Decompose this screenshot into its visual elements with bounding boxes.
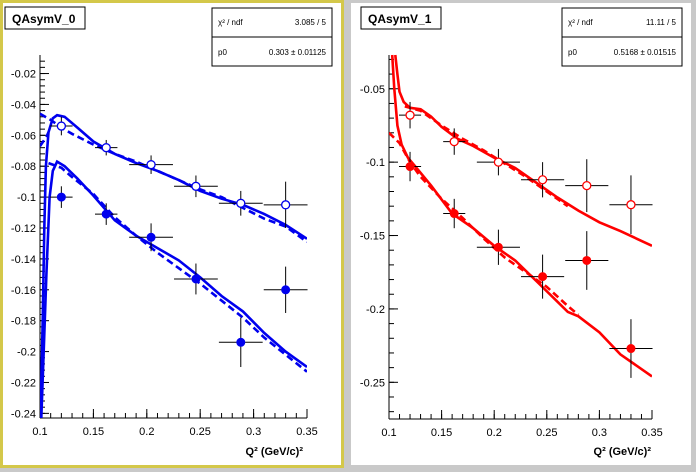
- y-tick-label: -0.2: [17, 347, 36, 359]
- data-point-filled: [493, 242, 503, 252]
- y-tick-label: -0.1: [17, 192, 36, 204]
- data-point-filled: [405, 162, 415, 172]
- stats-chi2-value: 3.085 / 5: [295, 18, 327, 27]
- y-tick-label: -0.04: [11, 99, 36, 111]
- data-point-filled: [146, 232, 156, 242]
- fit-curve-solid: [390, 54, 652, 378]
- data-point-open: [56, 121, 67, 131]
- stats-chi2-value: 11.11 / 5: [646, 18, 677, 27]
- x-tick-label: 0.1: [381, 427, 396, 439]
- x-axis-label: Q² (GeV/c)²: [246, 446, 304, 458]
- pad-background: [351, 3, 691, 465]
- data-point-filled: [281, 285, 291, 295]
- data-point-open: [405, 110, 415, 120]
- data-point-filled: [538, 272, 548, 282]
- data-point-open: [582, 180, 592, 191]
- y-tick-label: -0.18: [11, 316, 36, 328]
- y-tick-label: -0.15: [360, 231, 385, 243]
- stats-chi2-label: χ² / ndf: [568, 18, 593, 27]
- data-point-filled: [449, 209, 459, 219]
- stats-chi2-label: χ² / ndf: [218, 18, 243, 27]
- fit-curve-solid: [40, 159, 307, 418]
- y-tick-label: -0.16: [11, 285, 36, 297]
- data-point-filled: [626, 344, 636, 354]
- y-tick-label: -0.22: [11, 377, 36, 389]
- pad-qasymv-0: 0.1 0.15 0.2 0.25 0.3 0.35 -0.02 -0.04 -0.06 -0.0…: [0, 0, 344, 468]
- histogram-title-box: [4, 6, 86, 30]
- fit-curve-solid: [394, 54, 652, 247]
- y-tick-label: -0.02: [11, 69, 36, 81]
- data-point-open: [626, 200, 636, 210]
- stats-p0-label: p0: [568, 48, 577, 57]
- data-point-open: [280, 200, 291, 210]
- data-point-open: [236, 198, 246, 208]
- x-tick-label: 0.25: [189, 426, 210, 438]
- data-point-open: [493, 157, 504, 167]
- stats-p0-label: p0: [218, 48, 227, 57]
- y-tick-label: -0.1: [366, 157, 385, 169]
- data-point-open: [537, 175, 548, 185]
- x-tick-label: 0.15: [83, 426, 104, 438]
- fit-curve-dashed: [40, 131, 50, 147]
- data-point-open: [449, 136, 459, 147]
- data-point-open: [191, 181, 201, 191]
- y-tick-label: -0.14: [11, 254, 36, 266]
- data-point-open: [101, 143, 111, 153]
- pad-qasymv-1: 0.1 0.15 0.2 0.25 0.3 0.35 -0.05 -0.1 -0.15 -0.2 -…: [348, 0, 696, 468]
- pad-background: [3, 3, 341, 465]
- x-tick-label: 0.25: [536, 427, 557, 439]
- x-tick-label: 0.2: [487, 427, 502, 439]
- histogram-title-box: [360, 6, 442, 30]
- data-point-open: [146, 160, 156, 170]
- y-tick-label: -0.2: [366, 304, 385, 316]
- y-tick-label: -0.05: [360, 84, 385, 96]
- data-point-filled: [582, 255, 592, 265]
- y-tick-label: -0.24: [11, 408, 36, 420]
- x-tick-label: 0.35: [641, 427, 662, 439]
- x-tick-label: 0.3: [246, 426, 261, 438]
- x-axis-label: Q² (GeV/c)²: [594, 446, 652, 458]
- fit-curve-dashed: [48, 161, 307, 373]
- y-tick-label: -0.06: [11, 130, 36, 142]
- fit-curve-dashed: [404, 105, 569, 208]
- stats-p0-value: 0.5168 ± 0.01515: [614, 48, 677, 57]
- x-tick-label: 0.1: [32, 426, 47, 438]
- histogram-title: QAsymV_0: [12, 12, 76, 26]
- histogram-title: QAsymV_1: [368, 12, 432, 26]
- y-tick-label: -0.08: [11, 161, 36, 173]
- x-tick-label: 0.2: [139, 426, 154, 438]
- stats-p0-value: 0.303 ± 0.01125: [269, 48, 327, 57]
- y-tick-label: -0.25: [360, 377, 385, 389]
- x-tick-label: 0.35: [296, 426, 317, 438]
- x-tick-label: 0.15: [431, 427, 452, 439]
- data-point-filled: [56, 192, 66, 202]
- data-point-filled: [191, 274, 201, 284]
- y-tick-label: -0.12: [11, 223, 36, 235]
- data-point-filled: [236, 337, 246, 347]
- data-point-filled: [101, 209, 111, 219]
- x-tick-label: 0.3: [592, 427, 607, 439]
